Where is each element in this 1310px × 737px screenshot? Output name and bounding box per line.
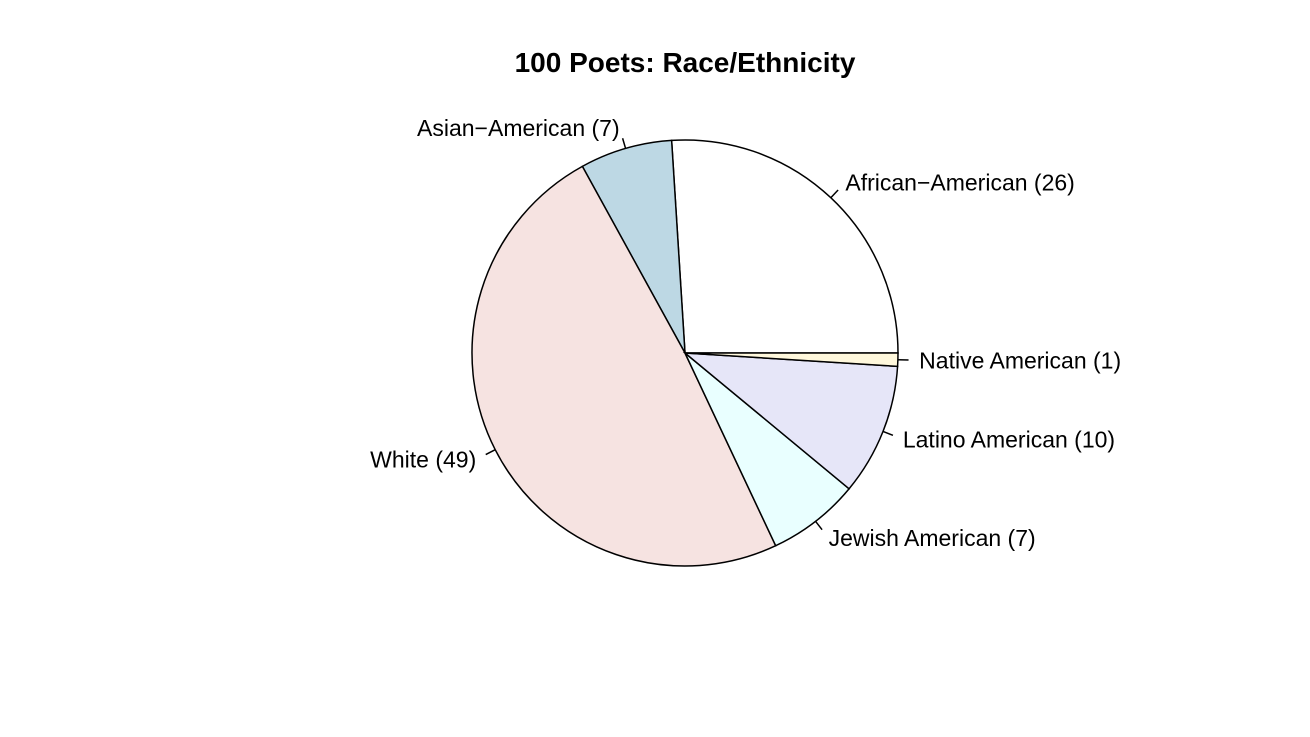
chart-title: 100 Poets: Race/Ethnicity — [515, 47, 856, 78]
pie-leader-line — [882, 430, 894, 437]
pie-slice-label: Latino American (10) — [903, 426, 1115, 452]
pie-slice — [670, 139, 899, 354]
pie-leader-line — [485, 449, 496, 456]
pie-slice-label: White (49) — [370, 446, 476, 472]
pie-slice — [682, 352, 899, 490]
pie-leader-line — [621, 138, 627, 149]
pie-slice-label: Native American (1) — [919, 347, 1121, 373]
pie-slice-labels: African−American (26) Asian−American (7) W… — [370, 115, 1121, 551]
pie-leader-line — [814, 520, 823, 531]
pie-slices — [471, 139, 899, 567]
pie-slice-label: Asian−American (7) — [417, 115, 620, 141]
pie-leader-lines — [485, 138, 909, 531]
pie-slice-label: Jewish American (7) — [829, 525, 1036, 551]
pie-slice-label: African−American (26) — [845, 169, 1074, 195]
pie-leader-line — [830, 189, 839, 199]
pie-slice — [471, 165, 777, 567]
